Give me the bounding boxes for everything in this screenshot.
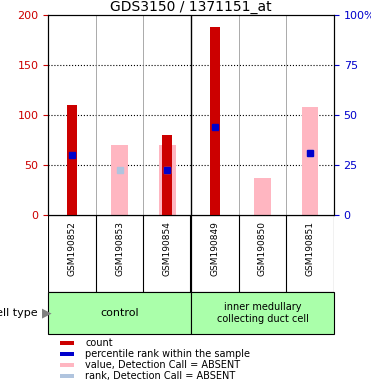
Bar	[48, 292, 191, 334]
Text: value, Detection Call = ABSENT: value, Detection Call = ABSENT	[85, 360, 240, 370]
Bar	[60, 341, 74, 345]
Text: control: control	[100, 308, 139, 318]
Bar	[60, 363, 74, 367]
Bar	[60, 352, 74, 356]
Text: GSM190850: GSM190850	[258, 221, 267, 276]
Bar	[302, 107, 318, 215]
Bar	[210, 27, 220, 215]
Bar	[111, 145, 128, 215]
Text: GSM190853: GSM190853	[115, 221, 124, 276]
Text: inner medullary
collecting duct cell: inner medullary collecting duct cell	[217, 302, 308, 324]
Text: percentile rank within the sample: percentile rank within the sample	[85, 349, 250, 359]
Bar	[191, 292, 334, 334]
Text: rank, Detection Call = ABSENT: rank, Detection Call = ABSENT	[85, 371, 236, 381]
Bar	[60, 374, 74, 378]
Text: GSM190852: GSM190852	[68, 221, 76, 276]
Bar	[67, 105, 77, 215]
Bar	[159, 145, 175, 215]
Title: GDS3150 / 1371151_at: GDS3150 / 1371151_at	[110, 0, 272, 14]
Bar	[162, 135, 173, 215]
Text: cell type: cell type	[0, 308, 41, 318]
Text: ▶: ▶	[42, 306, 51, 319]
Bar	[254, 178, 271, 215]
Text: GSM190849: GSM190849	[210, 221, 219, 276]
Text: count: count	[85, 338, 113, 348]
Text: GSM190851: GSM190851	[306, 221, 315, 276]
Text: GSM190854: GSM190854	[163, 221, 172, 276]
